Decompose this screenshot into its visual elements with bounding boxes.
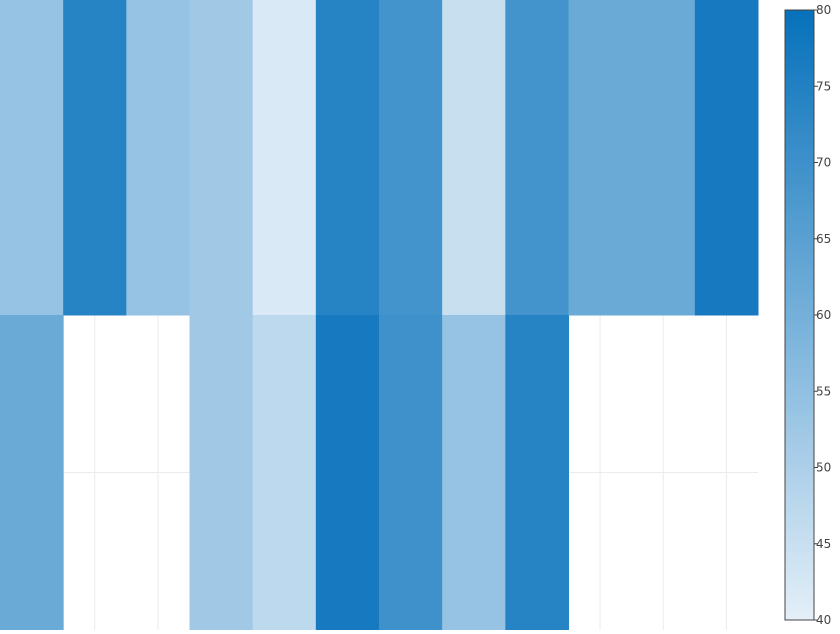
- heatmap-cell[interactable]: [379, 0, 443, 316]
- colorbar-tick-label: 65: [816, 232, 831, 246]
- heatmap-cell[interactable]: [505, 315, 569, 631]
- colorbar: 40 45 50 55 60 65 70 75 80: [784, 3, 831, 627]
- heatmap-cell[interactable]: [0, 0, 64, 316]
- heatmap-cell[interactable]: [189, 315, 254, 631]
- heatmap-cell[interactable]: [189, 0, 254, 316]
- heatmap-cell[interactable]: [379, 315, 443, 631]
- heatmap-cell[interactable]: [505, 0, 569, 316]
- heatmap-cell[interactable]: [568, 0, 633, 316]
- colorbar-tick-label: 80: [816, 3, 831, 17]
- colorbar-tick-label: 50: [816, 461, 831, 475]
- colorbar-tick-label: 60: [816, 308, 831, 322]
- colorbar-ticks: 40 45 50 55 60 65 70 75 80: [814, 3, 831, 627]
- heatmap-cell[interactable]: [315, 0, 380, 316]
- heatmap-cell[interactable]: [126, 0, 190, 316]
- heatmap-cell[interactable]: [442, 315, 506, 631]
- heatmap-cell[interactable]: [252, 315, 317, 631]
- colorbar-tick-label: 45: [816, 537, 831, 551]
- heatmap-cell[interactable]: [63, 0, 127, 316]
- heatmap-cell[interactable]: [631, 0, 696, 316]
- colorbar-tick-label: 70: [816, 156, 831, 170]
- colorbar-tick-label: 40: [816, 613, 831, 627]
- heatmap-cell[interactable]: [694, 0, 759, 316]
- colorbar-gradient: [784, 9, 815, 621]
- heatmap-cell[interactable]: [252, 0, 317, 316]
- heatmap-cell[interactable]: [315, 315, 380, 631]
- colorbar-tick-label: 55: [816, 384, 831, 398]
- heatmap-cell[interactable]: [442, 0, 506, 316]
- colorbar-tick-label: 75: [816, 79, 831, 93]
- heatmap-cell[interactable]: [0, 315, 64, 631]
- heatmap-cells: [0, 0, 759, 631]
